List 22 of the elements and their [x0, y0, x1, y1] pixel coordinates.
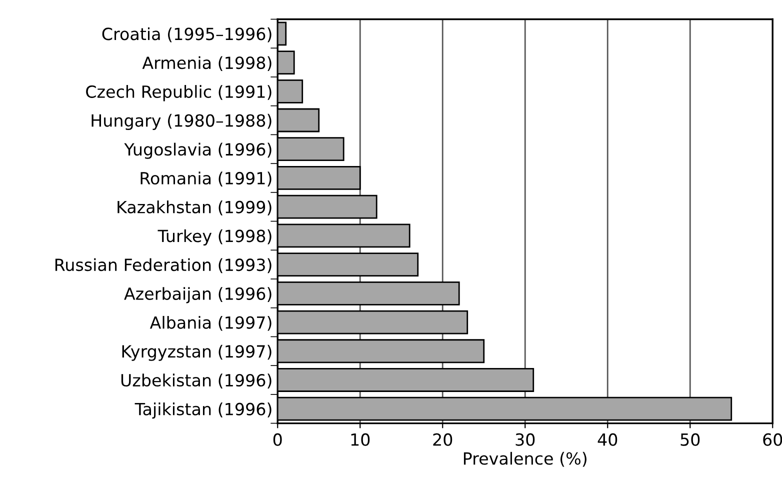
y-tick-label: Turkey (1998) [158, 229, 272, 246]
y-tick-label: Russian Federation (1993) [55, 258, 272, 274]
y-tick-label: Kyrgyzstan (1997) [122, 344, 272, 361]
x-tick-label: 30 [516, 433, 535, 446]
x-tick-label: 0 [273, 433, 282, 446]
y-tick-label: Tajikistan (1996) [134, 402, 272, 419]
y-tick-label: Romania (1991) [140, 172, 272, 186]
y-tick-label: Czech Republic (1991) [86, 85, 272, 102]
y-tick-label: Albania (1997) [150, 316, 272, 331]
x-tick-label: 40 [598, 433, 618, 446]
x-tick-label: 10 [351, 433, 370, 446]
y-tick-label: Yugoslavia (1996) [124, 142, 272, 159]
x-tick-label: 50 [680, 433, 700, 446]
y-tick-label: Uzbekistan (1996) [121, 374, 272, 389]
x-tick-label: 60 [763, 433, 782, 446]
y-tick-label: Armenia (1998) [142, 56, 272, 72]
x-axis-title: Prevalence (%) [464, 452, 586, 467]
y-tick-label: Hungary (1980–1988) [92, 114, 272, 130]
y-tick-label: Kazakhstan (1999) [118, 200, 272, 216]
x-tick-label: 20 [433, 433, 452, 446]
y-tick-label: Croatia (1995–1996) [102, 27, 272, 42]
y-tick-label: Azerbaijan (1996) [124, 287, 272, 304]
